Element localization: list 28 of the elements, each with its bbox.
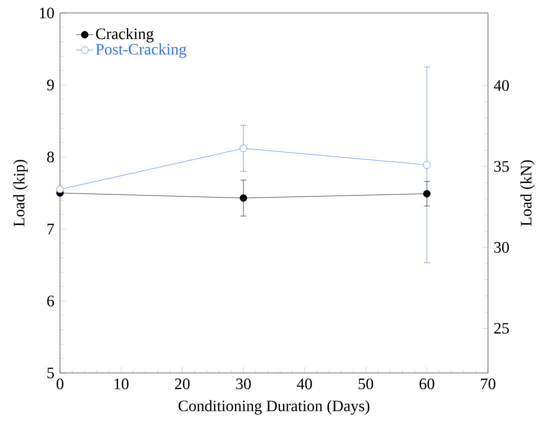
point <box>240 194 248 202</box>
x-tick-label: 20 <box>175 378 190 390</box>
x-tick-label: 0 <box>56 378 64 390</box>
y-tick-label: 7 <box>48 224 54 234</box>
y2-tick-label: 35 <box>494 161 509 172</box>
y-tick-label: 10 <box>40 8 54 18</box>
y-tick-label: 9 <box>47 80 54 90</box>
y2-tick-label: 30 <box>494 242 509 253</box>
x-axis-title: Conditioning Duration (Days) <box>178 400 370 415</box>
y-tick-label: 5 <box>47 368 54 378</box>
point <box>423 161 431 169</box>
y-tick-label: 6 <box>47 296 54 306</box>
x-tick-label: 70 <box>481 378 496 390</box>
y-tick-label: 8 <box>47 152 54 162</box>
point <box>423 190 431 198</box>
x-tick-label: 40 <box>296 378 312 390</box>
y2-axis-title: Load (kN) <box>520 160 535 226</box>
point <box>56 186 64 194</box>
legend-label: Post-Cracking <box>96 43 186 58</box>
legend-label: Cracking <box>96 28 154 42</box>
y-axis-title: Load (kip) <box>13 160 28 226</box>
point <box>240 144 248 152</box>
x-tick-label: 50 <box>358 378 374 390</box>
x-tick-label: 30 <box>236 378 251 390</box>
y2-tick-label: 40 <box>494 80 509 91</box>
y2-tick-label: 25 <box>494 322 509 334</box>
x-tick-label: 60 <box>420 378 434 390</box>
x-tick-label: 10 <box>114 378 129 390</box>
